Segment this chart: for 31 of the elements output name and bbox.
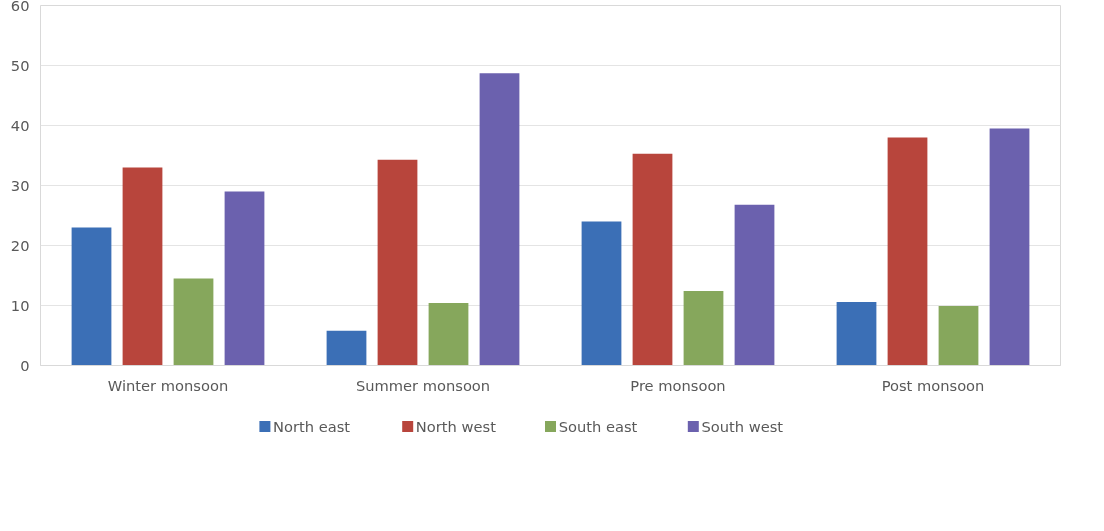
bar	[224, 191, 265, 366]
bar	[173, 278, 214, 366]
bar	[377, 159, 418, 366]
y-tick-label: 30	[10, 176, 30, 194]
bar	[683, 291, 724, 366]
y-tick-label: 60	[10, 0, 30, 14]
bar	[71, 227, 112, 366]
x-tick-label: Post monsoon	[881, 376, 985, 394]
bar	[581, 221, 622, 366]
bar	[632, 153, 673, 366]
y-tick-label: 10	[10, 296, 30, 314]
y-tick-label: 0	[20, 356, 30, 374]
bar	[428, 303, 469, 366]
bar	[989, 128, 1030, 366]
legend-label: South east	[558, 418, 638, 435]
y-tick-label: 40	[10, 116, 30, 134]
x-tick-label: Winter monsoon	[107, 376, 229, 394]
y-tick-label: 20	[10, 236, 30, 254]
bar	[887, 137, 928, 366]
bar	[122, 167, 163, 366]
bar	[734, 204, 775, 366]
legend-label: North west	[415, 418, 497, 435]
legend-label: South west	[701, 418, 784, 435]
bar	[479, 73, 520, 366]
x-tick-label: Summer monsoon	[355, 376, 491, 394]
legend-label: North east	[273, 418, 351, 435]
x-tick-label: Pre monsoon	[630, 376, 726, 394]
bar	[938, 306, 979, 366]
bar	[836, 301, 877, 366]
bar	[326, 330, 367, 366]
y-tick-label: 50	[10, 56, 30, 74]
